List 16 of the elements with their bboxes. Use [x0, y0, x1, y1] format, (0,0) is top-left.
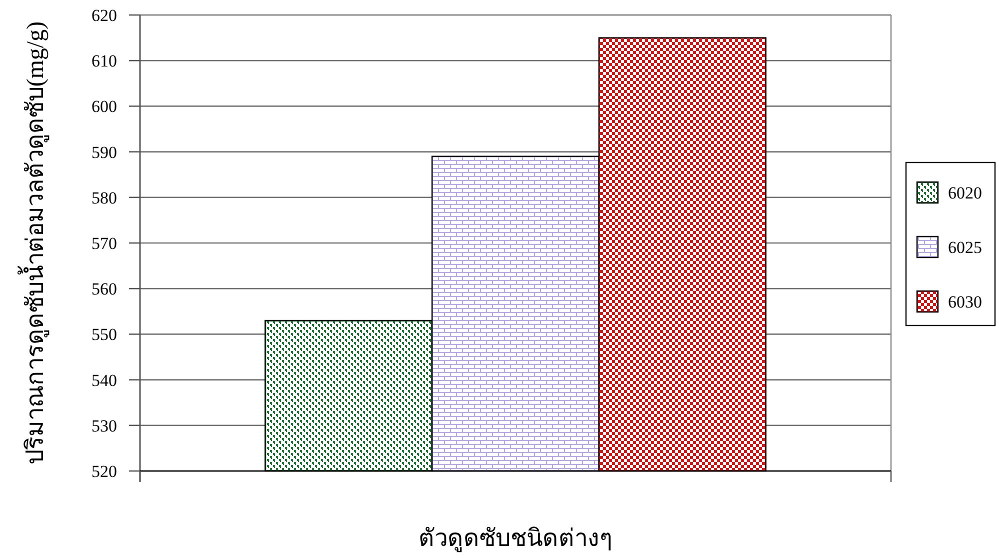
y-tick-label: 580: [92, 188, 117, 208]
legend-label: 6025: [948, 238, 982, 257]
y-tick-label: 560: [92, 280, 117, 299]
y-tick-label: 620: [92, 6, 117, 25]
y-tick-label: 540: [92, 370, 117, 390]
y-axis-title: ปริมาณการดูดซับน้ำต่อมวลตัวดูดซับ(mg/g): [17, 21, 50, 465]
y-tick-label: 520: [92, 462, 117, 481]
y-tick-label: 550: [92, 325, 117, 344]
y-tick-label: 530: [92, 416, 117, 436]
y-tick-label: 600: [92, 97, 117, 116]
y-tick-label: 610: [92, 52, 117, 71]
legend-label: 6020: [948, 183, 982, 202]
y-tick-label: 570: [92, 234, 117, 253]
y-tick-label: 590: [92, 142, 117, 162]
legend-label: 6030: [948, 292, 982, 312]
x-axis-title: ตัวดูดซับชนิดต่างๆ: [418, 526, 612, 553]
